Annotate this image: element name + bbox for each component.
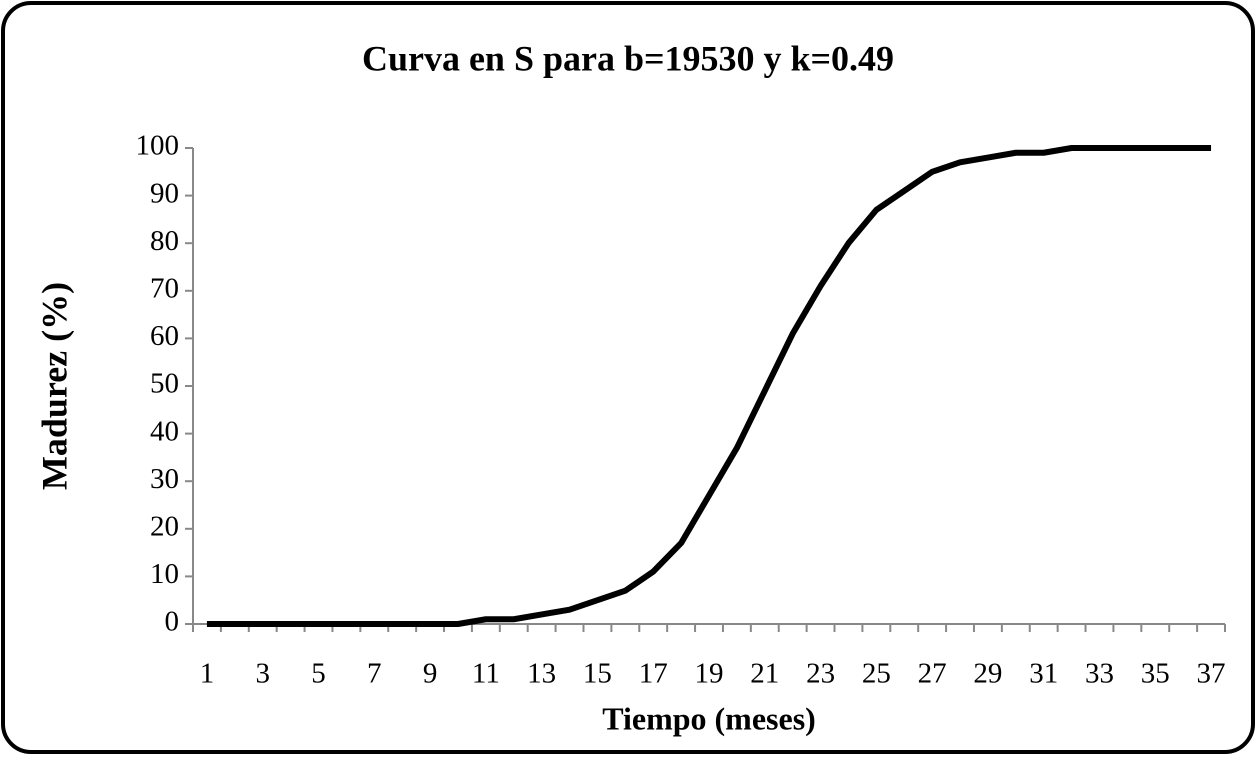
y-tick-label: 90 [150, 177, 179, 209]
x-tick-label: 15 [583, 658, 612, 690]
x-tick-label: 25 [862, 658, 891, 690]
x-tick-label: 7 [367, 658, 382, 690]
y-tick-label: 70 [150, 272, 179, 304]
x-tick-label: 3 [255, 658, 270, 690]
x-tick-label: 9 [423, 658, 438, 690]
y-tick-label: 60 [150, 320, 179, 352]
x-tick-label: 23 [806, 658, 835, 690]
x-tick-label: 13 [527, 658, 556, 690]
chart-title: Curva en S para b=19530 y k=0.49 [362, 38, 894, 78]
x-tick-label: 33 [1085, 658, 1114, 690]
x-axis-label: Tiempo (meses) [602, 700, 816, 736]
y-tick-label: 80 [150, 225, 179, 257]
x-tick-label: 11 [472, 658, 500, 690]
x-tick-label: 35 [1141, 658, 1170, 690]
x-tick-label: 27 [918, 658, 947, 690]
y-tick-label: 10 [150, 558, 179, 590]
x-tick-label: 37 [1197, 658, 1226, 690]
x-tick-label: 31 [1029, 658, 1058, 690]
x-tick-label: 17 [639, 658, 668, 690]
y-tick-label: 20 [150, 510, 179, 542]
x-tick-label: 5 [311, 658, 326, 690]
x-tick-label: 21 [750, 658, 779, 690]
y-tick-label: 40 [150, 415, 179, 447]
y-tick-label: 30 [150, 463, 179, 495]
x-tick-label: 19 [695, 658, 724, 690]
y-tick-label: 0 [165, 606, 180, 638]
x-tick-label: 29 [973, 658, 1002, 690]
y-tick-label: 50 [150, 368, 179, 400]
y-axis-label: Madurez (%) [34, 282, 74, 490]
y-tick-label: 100 [136, 130, 180, 162]
x-tick-label: 1 [200, 658, 215, 690]
data-line [206, 145, 1212, 627]
